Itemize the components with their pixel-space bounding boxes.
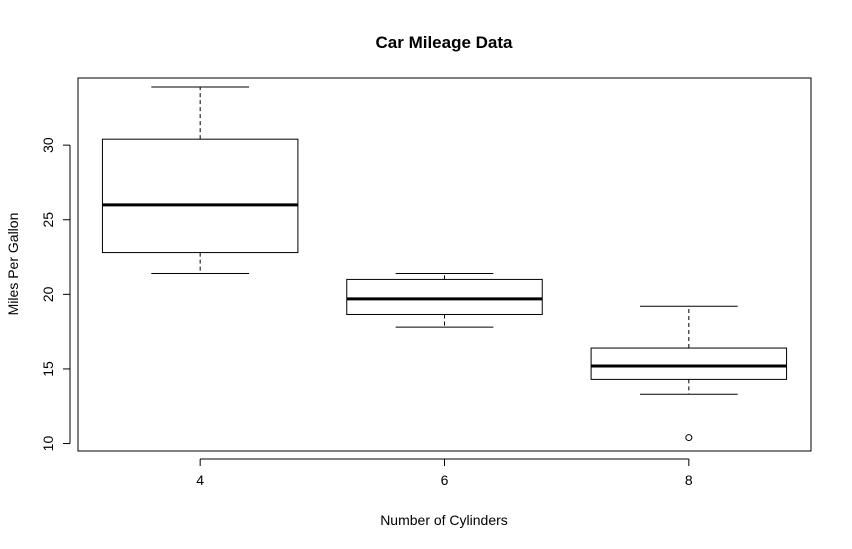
outlier-point — [685, 434, 693, 442]
y-tick-label: 15 — [40, 361, 56, 377]
x-tick-label: 8 — [685, 472, 693, 488]
x-axis-label: Number of Cylinders — [380, 512, 508, 528]
plot-frame — [77, 77, 812, 452]
y-tick-label: 25 — [40, 212, 56, 228]
chart-title: Car Mileage Data — [376, 33, 514, 52]
y-tick-label: 30 — [40, 137, 56, 153]
boxes-group — [101, 86, 788, 442]
y-axis-label: Miles Per Gallon — [5, 213, 21, 316]
box-4 — [101, 86, 299, 274]
iqr-box — [590, 347, 788, 380]
iqr-box — [346, 278, 543, 315]
x-tick-label: 4 — [196, 472, 204, 488]
y-tick-label: 10 — [40, 436, 56, 452]
iqr-box — [101, 138, 299, 254]
y-tick-label: 20 — [40, 286, 56, 302]
box-6 — [346, 272, 543, 328]
x-axis: 4 6 8 — [196, 458, 693, 488]
y-axis: 10 15 20 25 30 — [40, 137, 71, 452]
box-8 — [590, 305, 788, 442]
x-tick-label: 6 — [441, 472, 449, 488]
